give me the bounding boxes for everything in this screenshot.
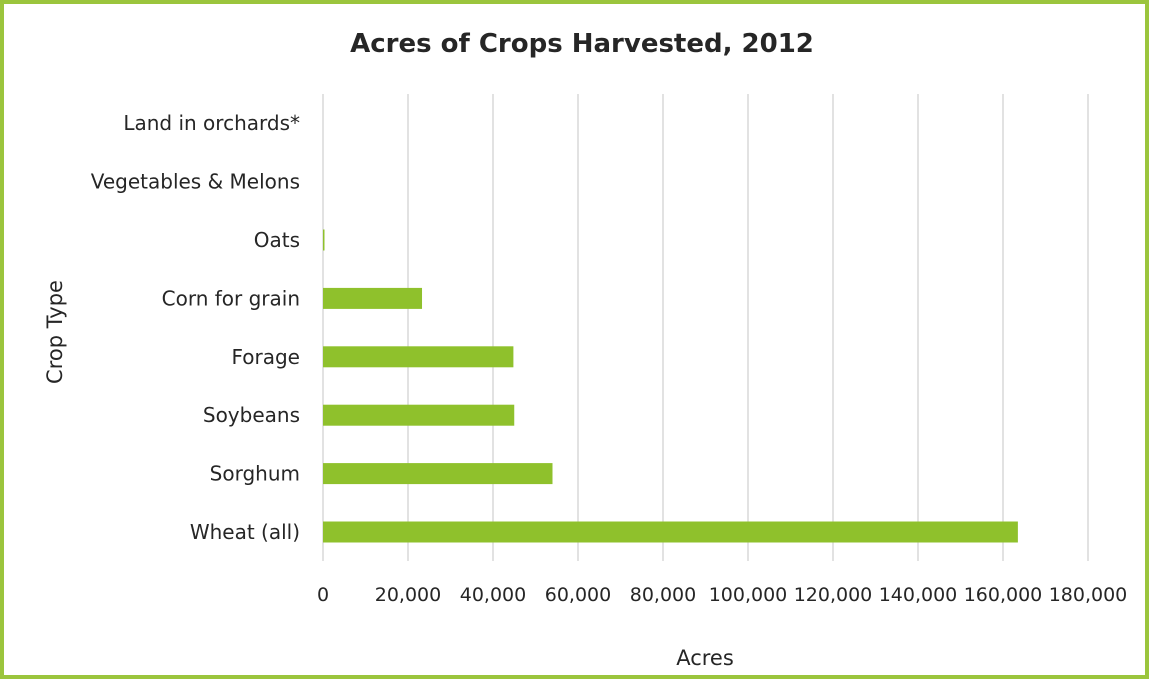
category-label: Oats (254, 228, 300, 252)
x-tick-label: 80,000 (630, 584, 696, 606)
x-tick-label: 20,000 (375, 584, 441, 606)
category-label: Forage (231, 345, 300, 369)
x-tick-labels: 0 20,000 40,000 60,000 80,000 100,000 120,000 1… (317, 584, 1127, 606)
x-tick-label: 60,000 (545, 584, 611, 606)
x-tick-label: 140,000 (879, 584, 958, 606)
x-axis-label: Acres (676, 646, 734, 670)
x-tick-label: 160,000 (964, 584, 1043, 606)
category-label: Soybeans (203, 403, 300, 427)
x-tick-label: 40,000 (460, 584, 526, 606)
bar (323, 463, 553, 485)
x-tick-label: 180,000 (1049, 584, 1128, 606)
category-label: Land in orchards* (123, 111, 300, 135)
x-tick-label: 120,000 (794, 584, 873, 606)
bar (323, 229, 325, 251)
category-label: Vegetables & Melons (91, 170, 300, 194)
bars (323, 229, 1018, 543)
x-tick-label: 0 (317, 584, 329, 606)
y-axis-label: Crop Type (43, 280, 67, 384)
category-label: Corn for grain (162, 286, 300, 310)
gridlines (322, 94, 1089, 561)
bar (323, 346, 514, 368)
bar (323, 287, 423, 309)
category-label: Sorghum (210, 462, 300, 486)
x-tick-label: 100,000 (709, 584, 788, 606)
bar (323, 404, 515, 426)
category-label: Wheat (all) (190, 520, 300, 544)
bar (323, 521, 1018, 543)
chart-title: Acres of Crops Harvested, 2012 (350, 29, 814, 59)
category-labels: Wheat (all) Sorghum Soybeans Forage Corn for… (91, 111, 300, 544)
